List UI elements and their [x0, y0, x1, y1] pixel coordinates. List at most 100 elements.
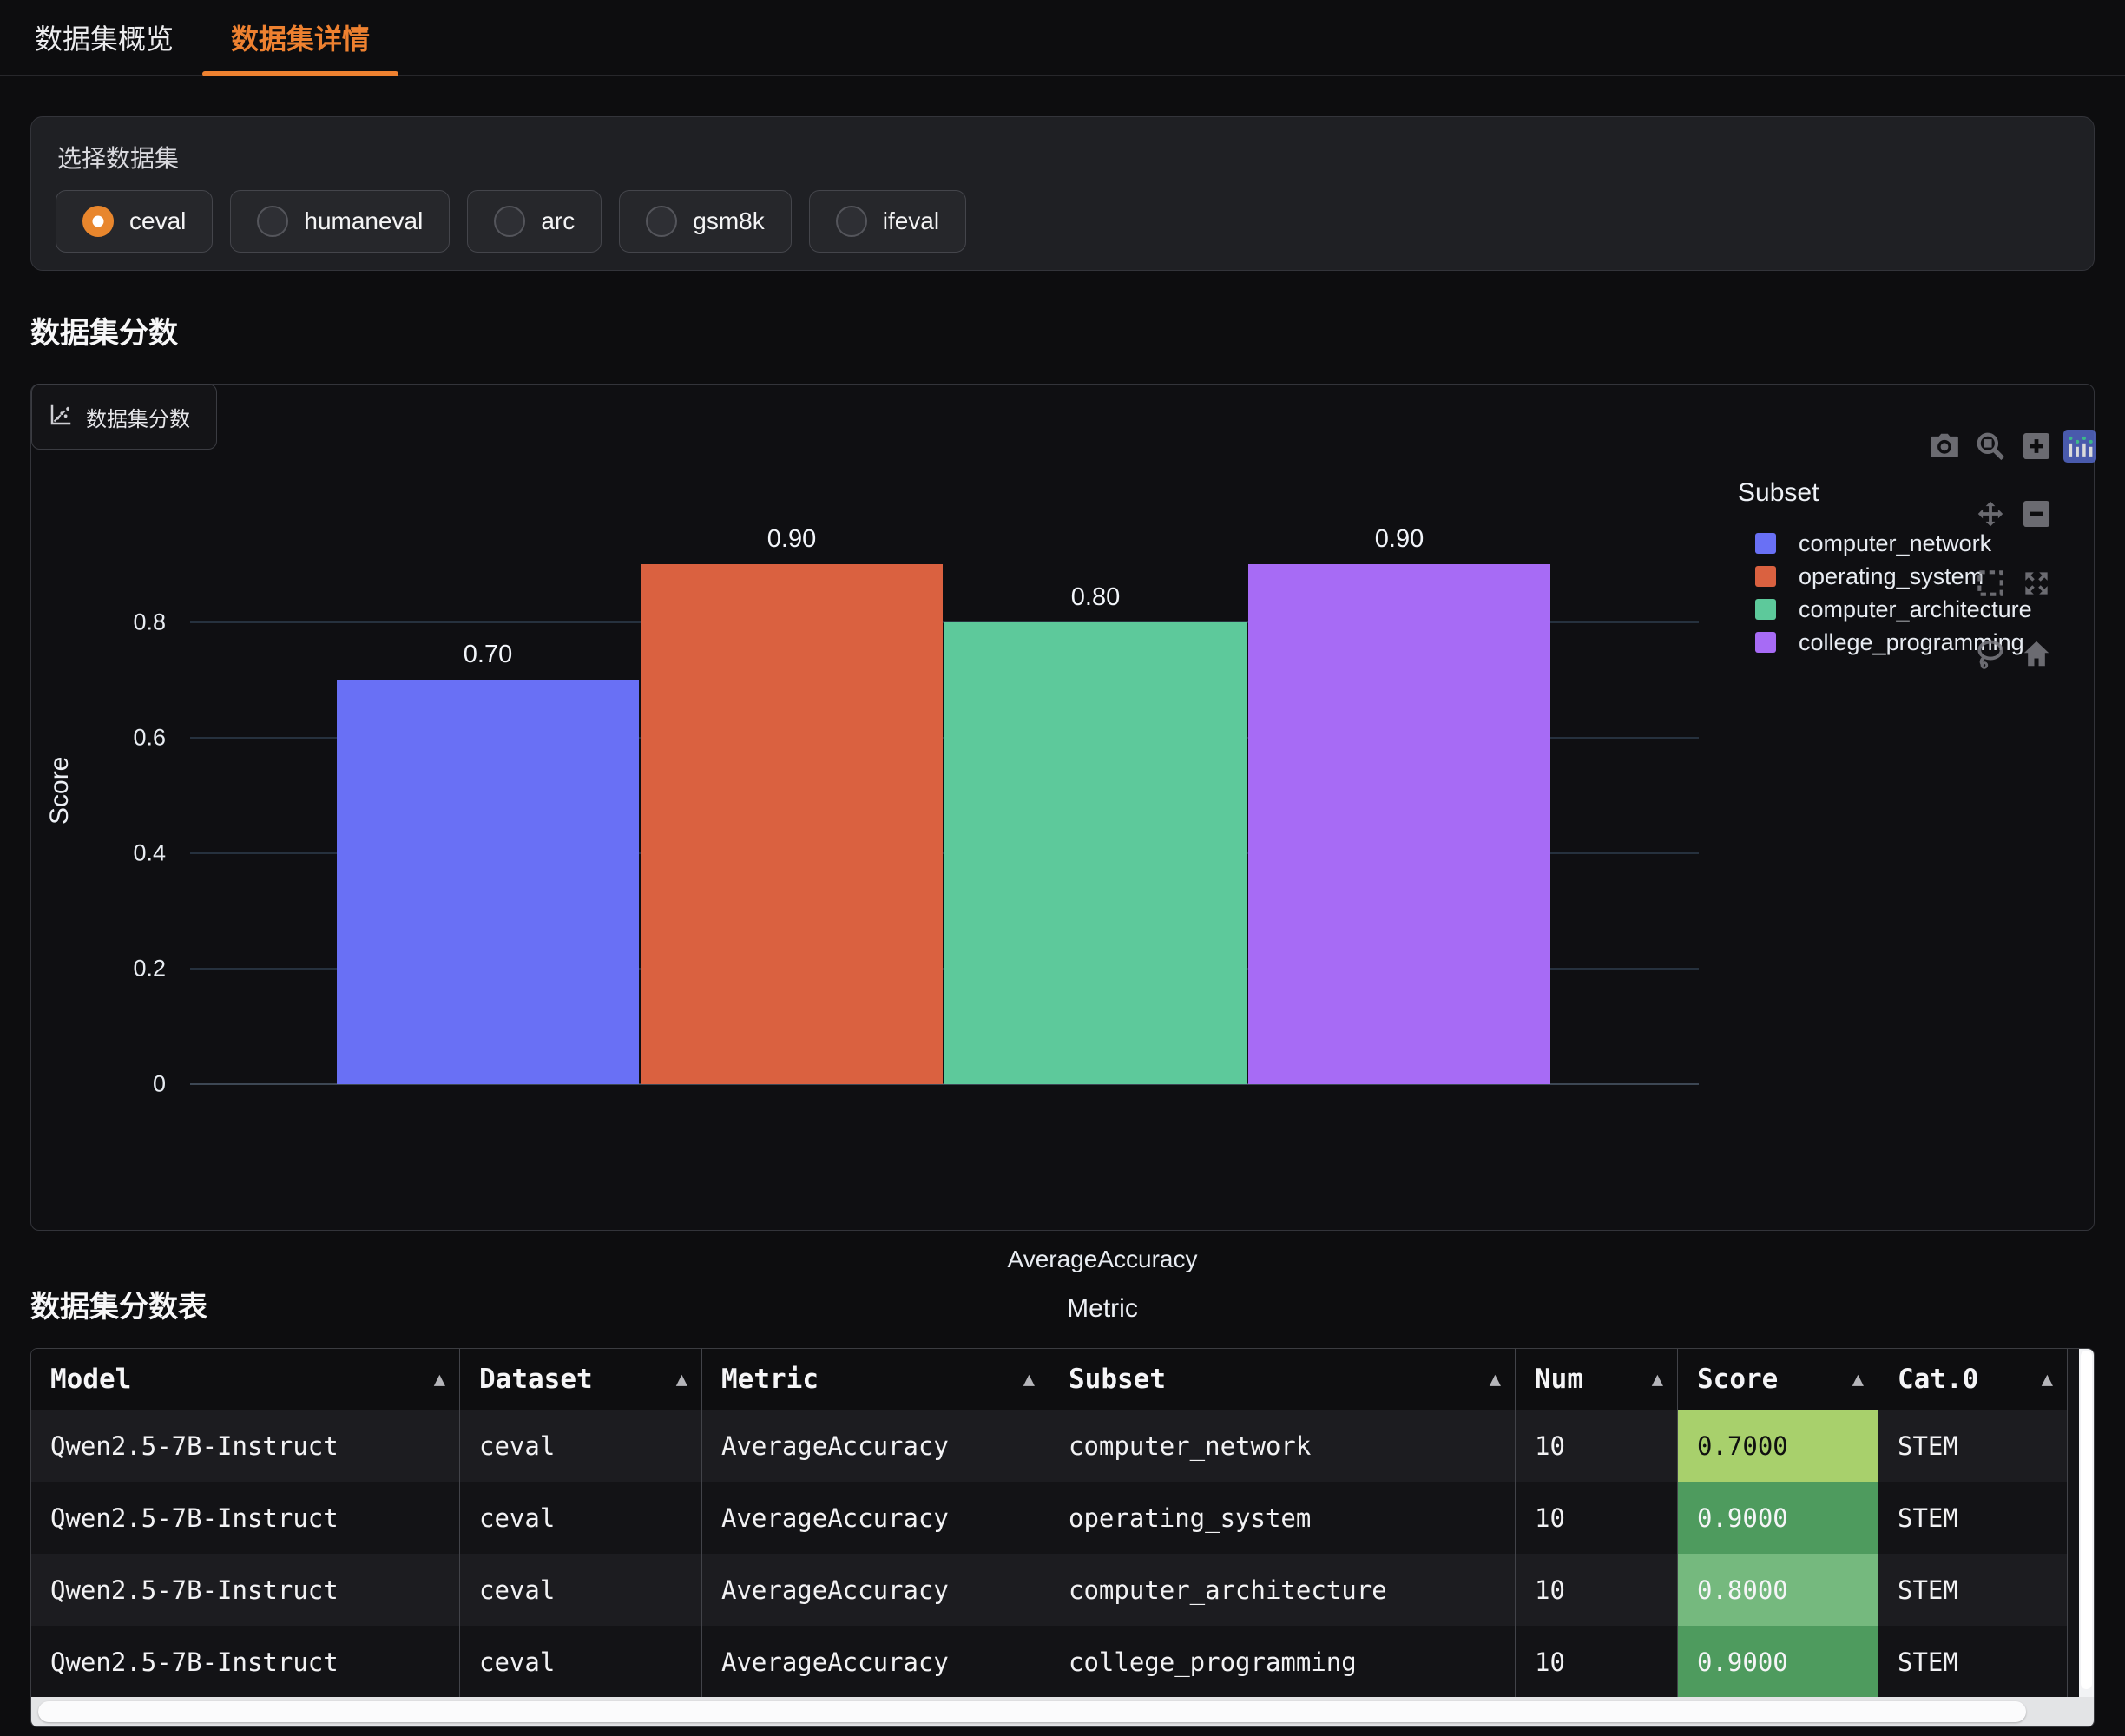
column-header-dataset[interactable]: Dataset▲ — [460, 1349, 702, 1410]
y-tick-label: 0 — [153, 1071, 166, 1098]
x-axis-title: Metric — [1067, 1294, 1138, 1324]
sort-arrow-icon: ▲ — [1490, 1369, 1501, 1391]
table-cell: Qwen2.5-7B-Instruct — [31, 1410, 460, 1482]
zoom-icon[interactable] — [1974, 430, 2007, 463]
column-header-cat-0[interactable]: Cat.0▲ — [1878, 1349, 2068, 1410]
column-header-subset[interactable]: Subset ▲ — [1049, 1349, 1516, 1410]
table-vertical-scrollbar[interactable] — [2079, 1349, 2094, 1699]
column-header-label: Score — [1697, 1364, 1778, 1395]
dataset-radio-ceval[interactable]: ceval — [56, 190, 213, 253]
y-axis-title: Score — [45, 757, 75, 825]
column-header-label: Cat.0 — [1898, 1364, 1978, 1395]
table-cell: AverageAccuracy — [702, 1410, 1049, 1482]
table-cell: ceval — [460, 1554, 702, 1626]
legend-item-computer_network[interactable]: computer_network — [1738, 527, 2032, 560]
table-cell: college_programming — [1049, 1626, 1516, 1698]
radio-option-label: ceval — [129, 207, 186, 235]
bar-college_programming[interactable] — [1248, 564, 1550, 1084]
x-tick-label: AverageAccuracy — [1008, 1246, 1198, 1273]
sort-arrow-icon: ▲ — [1023, 1369, 1035, 1391]
vertical-scrollbar-thumb[interactable] — [2081, 1351, 2092, 1689]
table-cell: Qwen2.5-7B-Instruct — [31, 1482, 460, 1554]
table-cell: AverageAccuracy — [702, 1482, 1049, 1554]
zoom-out-icon[interactable] — [2020, 497, 2053, 530]
dataset-radio-ifeval[interactable]: ifeval — [809, 190, 966, 253]
legend-swatch — [1755, 533, 1776, 554]
tab-dataset-details[interactable]: 数据集详情 — [202, 0, 398, 75]
legend-swatch — [1755, 632, 1776, 653]
bar-value-label: 0.90 — [1375, 525, 1424, 554]
table-cell: ceval — [460, 1626, 702, 1698]
radio-option-label: ifeval — [883, 207, 939, 235]
tab-bar: 数据集概览 数据集详情 — [0, 0, 2125, 76]
dataset-selector-panel: 选择数据集 cevalhumanevalarcgsm8kifeval — [30, 116, 2095, 271]
reset-home-icon[interactable] — [2020, 637, 2053, 670]
table-cell: ceval — [460, 1410, 702, 1482]
radio-option-label: gsm8k — [693, 207, 764, 235]
column-header-score[interactable]: Score ▲ — [1678, 1349, 1878, 1410]
autoscale-icon[interactable] — [2020, 567, 2053, 600]
table-cell: STEM — [1878, 1410, 2068, 1482]
bar-computer_architecture[interactable] — [944, 622, 1247, 1084]
zoom-in-icon[interactable] — [2020, 430, 2053, 463]
dataset-radio-gsm8k[interactable]: gsm8k — [619, 190, 791, 253]
column-header-label: Metric — [721, 1364, 819, 1395]
legend-swatch — [1755, 566, 1776, 587]
table-cell: computer_network — [1049, 1410, 1516, 1482]
column-header-num[interactable]: Num ▲ — [1516, 1349, 1678, 1410]
table-cell: 10 — [1516, 1626, 1678, 1698]
table-horizontal-scrollbar[interactable] — [31, 1697, 2095, 1726]
table-cell: ceval — [460, 1482, 702, 1554]
table-cell: AverageAccuracy — [702, 1554, 1049, 1626]
table-cell: AverageAccuracy — [702, 1626, 1049, 1698]
radio-circle-icon — [646, 206, 677, 237]
bar-value-label: 0.90 — [767, 525, 816, 554]
dataset-radio-humaneval[interactable]: humaneval — [230, 190, 450, 253]
table-cell: 10 — [1516, 1554, 1678, 1626]
table-row: Qwen2.5-7B-InstructcevalAverageAccuracyo… — [31, 1482, 2068, 1554]
scores-section-heading: 数据集分数 — [30, 309, 178, 352]
table-row: Qwen2.5-7B-InstructcevalAverageAccuracyc… — [31, 1410, 2068, 1482]
scores-chart-panel: 数据集分数 Score 00.20.40.60.80.700.900.800.9… — [30, 384, 2095, 1231]
legend-swatch — [1755, 599, 1776, 620]
sort-arrow-icon: ▲ — [1652, 1369, 1663, 1391]
dataset-radio-arc[interactable]: arc — [467, 190, 602, 253]
y-tick-label: 0.8 — [133, 608, 166, 635]
table-row: Qwen2.5-7B-InstructcevalAverageAccuracyc… — [31, 1626, 2068, 1698]
horizontal-scrollbar-thumb[interactable] — [38, 1701, 2026, 1722]
sort-arrow-icon: ▲ — [1852, 1369, 1864, 1391]
table-cell: STEM — [1878, 1482, 2068, 1554]
plotly-logo-icon[interactable] — [2063, 430, 2096, 463]
column-header-label: Num — [1535, 1364, 1583, 1395]
pan-icon[interactable] — [1974, 497, 2007, 530]
tab-dataset-overview[interactable]: 数据集概览 — [6, 0, 202, 75]
y-tick-label: 0.6 — [133, 724, 166, 751]
radio-option-label: arc — [541, 207, 575, 235]
radio-circle-icon — [494, 206, 525, 237]
radio-circle-icon — [82, 206, 114, 237]
camera-icon[interactable] — [1928, 430, 1961, 463]
chart-panel-tab-label: 数据集分数 — [86, 402, 190, 432]
table-row: Qwen2.5-7B-InstructcevalAverageAccuracyc… — [31, 1554, 2068, 1626]
table-cell: STEM — [1878, 1626, 2068, 1698]
bar-value-label: 0.80 — [1071, 583, 1120, 612]
lasso-icon[interactable] — [1974, 637, 2007, 670]
y-tick-label: 0.2 — [133, 955, 166, 982]
table-header-row: Model▲Dataset▲Metric▲Subset▲Num▲Score▲Ca… — [31, 1349, 2068, 1410]
table-cell: operating_system — [1049, 1482, 1516, 1554]
bar-operating_system[interactable] — [641, 564, 943, 1084]
dataset-radio-group: ceval humaneval arc gsm8k ifeval — [56, 190, 966, 253]
bar-computer_network[interactable] — [337, 680, 639, 1084]
box-select-icon[interactable] — [1974, 567, 2007, 600]
bar-value-label: 0.70 — [464, 641, 512, 669]
column-header-metric[interactable]: Metric ▲ — [702, 1349, 1049, 1410]
sort-arrow-icon: ▲ — [434, 1369, 445, 1391]
chart-panel-tab[interactable]: 数据集分数 — [31, 384, 217, 450]
column-header-label: Subset — [1069, 1364, 1166, 1395]
scatter-chart-icon — [48, 402, 74, 432]
radio-option-label: humaneval — [304, 207, 423, 235]
table-cell: Qwen2.5-7B-Instruct — [31, 1554, 460, 1626]
column-header-model[interactable]: Model▲ — [31, 1349, 460, 1410]
column-header-label: Dataset — [479, 1364, 593, 1395]
radio-circle-icon — [836, 206, 867, 237]
